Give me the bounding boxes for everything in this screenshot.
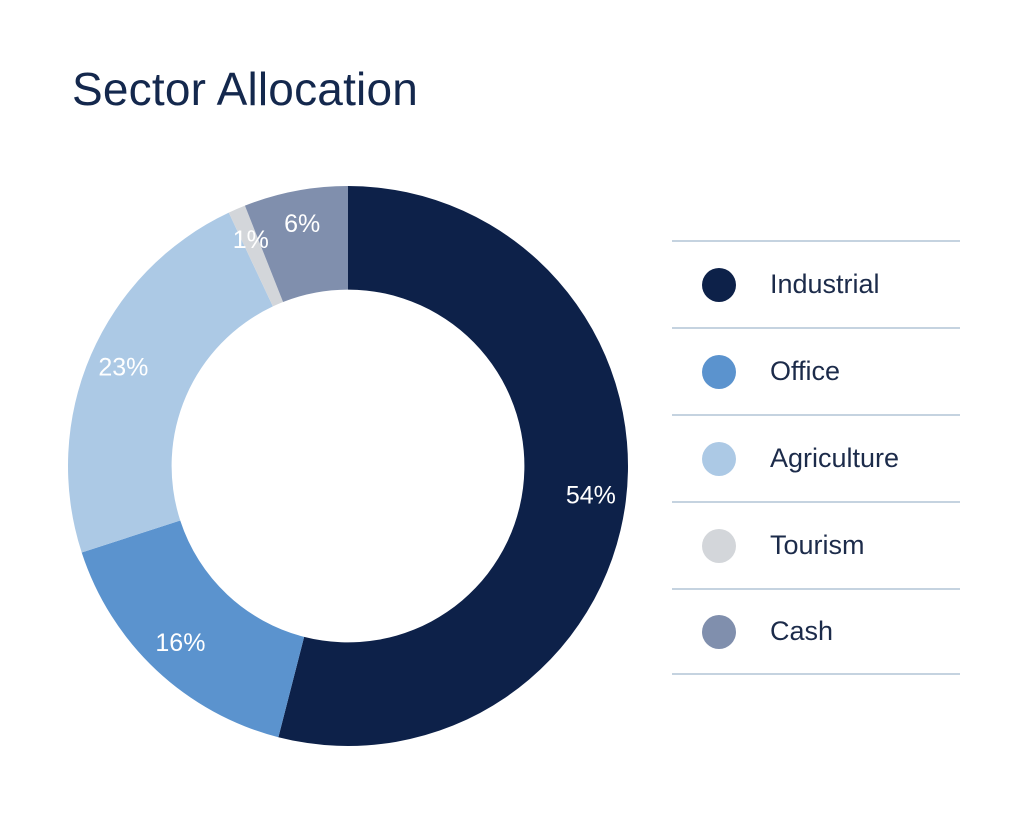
donut-chart: 54% 16% 23% 1% 6% xyxy=(58,176,638,756)
slice-label-cash: 6% xyxy=(284,210,320,238)
legend-swatch-icon xyxy=(702,354,736,389)
legend-item-label: Agriculture xyxy=(770,443,900,473)
slice-label-office: 16% xyxy=(155,629,205,657)
legend-item-label: Cash xyxy=(770,616,834,646)
donut-slice-office[interactable] xyxy=(81,520,305,738)
donut-slices xyxy=(68,186,628,746)
donut-slice-tourism[interactable] xyxy=(228,205,284,307)
slice-label-agriculture: 23% xyxy=(98,353,148,381)
slice-label-industrial: 54% xyxy=(566,481,616,509)
donut-slice-labels: 54% 16% 23% 1% 6% xyxy=(98,210,616,657)
legend-item-cash[interactable]: Cash xyxy=(672,588,960,675)
donut-slice-agriculture[interactable] xyxy=(68,212,273,553)
legend-item-office[interactable]: Office xyxy=(672,327,960,414)
donut-slice-cash[interactable] xyxy=(244,186,348,302)
page-title: Sector Allocation xyxy=(72,63,419,115)
legend-swatch-icon xyxy=(702,441,736,476)
donut-slice-industrial[interactable] xyxy=(278,186,628,746)
legend-item-label: Industrial xyxy=(770,269,880,299)
donut-chart-svg: 54% 16% 23% 1% 6% xyxy=(68,186,628,746)
legend-item-label: Office xyxy=(770,356,841,386)
legend-swatch-icon xyxy=(702,528,736,563)
slice-label-tourism: 1% xyxy=(233,226,269,254)
legend-item-label: Tourism xyxy=(770,530,865,560)
legend-item-tourism[interactable]: Tourism xyxy=(672,501,960,588)
legend: Industrial Office Agriculture Tourism Cash xyxy=(672,240,960,675)
legend-swatch-icon xyxy=(702,267,736,302)
legend-item-industrial[interactable]: Industrial xyxy=(672,240,960,327)
legend-item-agriculture[interactable]: Agriculture xyxy=(672,414,960,501)
legend-swatch-icon xyxy=(702,614,736,649)
